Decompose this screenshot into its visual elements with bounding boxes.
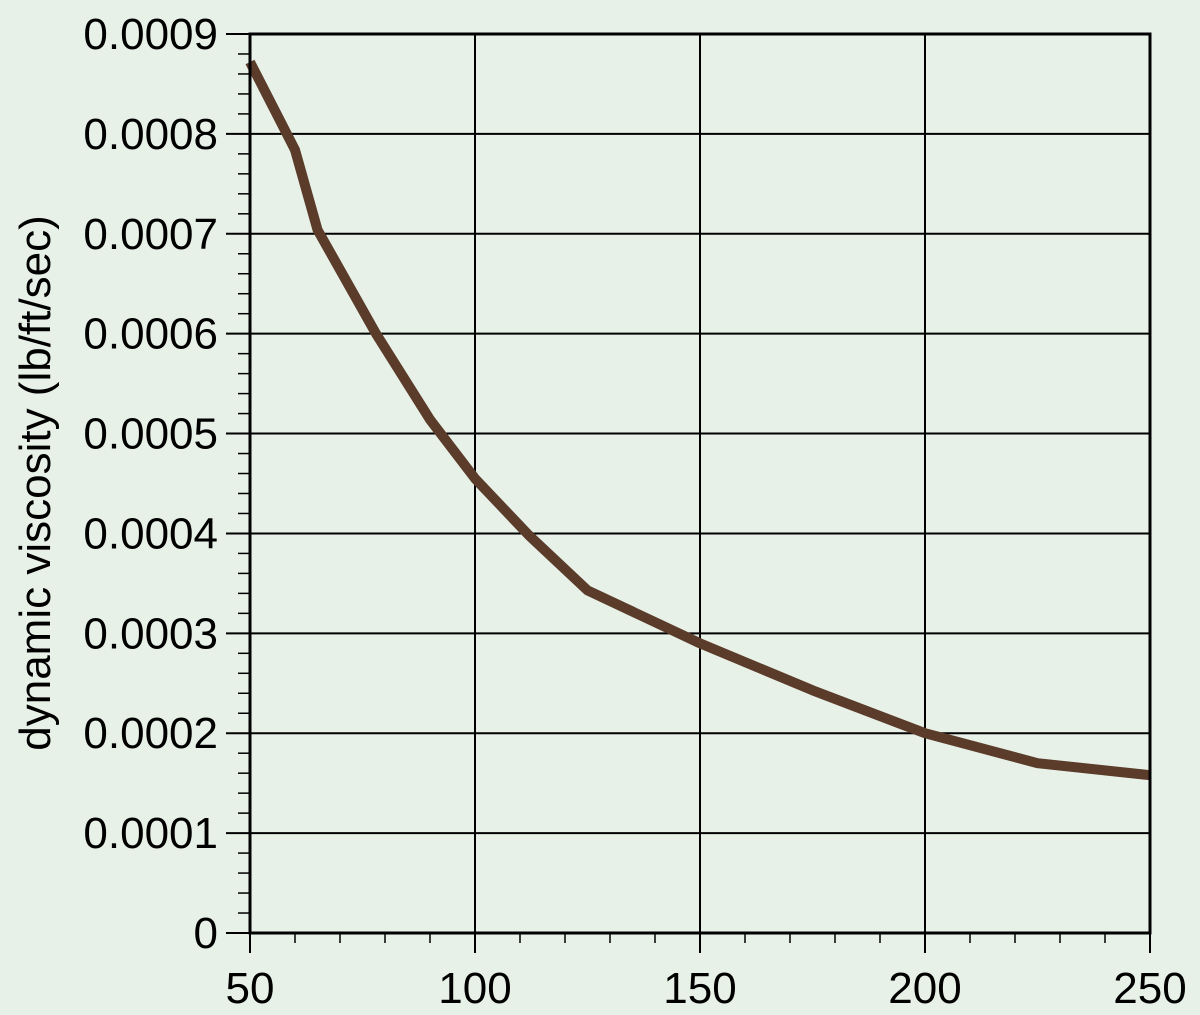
y-axis-label: dynamic viscosity (lb/ft/sec): [11, 215, 60, 750]
x-tick-label: 150: [663, 964, 736, 1013]
y-tick-label: 0.0007: [83, 210, 218, 259]
y-tick-label: 0.0006: [83, 310, 218, 359]
x-tick-label: 200: [888, 964, 961, 1013]
y-tick-label: 0: [194, 909, 218, 958]
y-tick-label: 0.0008: [83, 110, 218, 159]
x-tick-label: 100: [438, 964, 511, 1013]
y-tick-label: 0.0001: [83, 809, 218, 858]
y-tick-label: 0.0004: [83, 509, 218, 558]
x-tick-label: 50: [226, 964, 275, 1013]
data-line: [245, 59, 1151, 781]
y-tick-label: 0.0003: [83, 609, 218, 658]
y-tick-label: 0.0002: [83, 709, 218, 758]
x-tick-label: 250: [1113, 964, 1186, 1013]
y-tick-label: 0.0009: [83, 10, 218, 59]
plot-frame: [248, 32, 1152, 935]
y-tick-label: 0.0005: [83, 410, 218, 459]
